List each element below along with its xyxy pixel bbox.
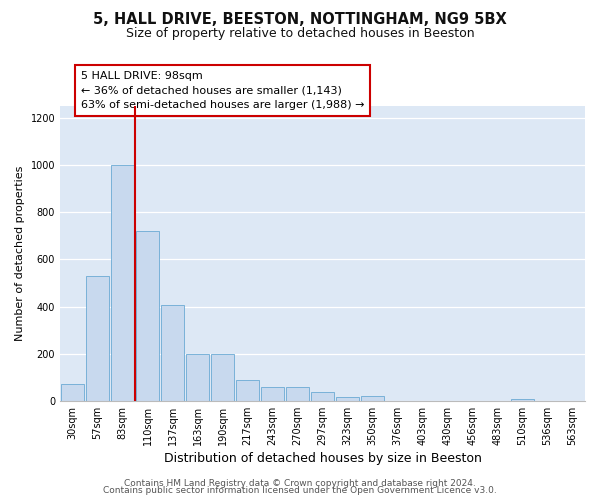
Text: Contains public sector information licensed under the Open Government Licence v3: Contains public sector information licen… <box>103 486 497 495</box>
Bar <box>86 276 109 401</box>
X-axis label: Distribution of detached houses by size in Beeston: Distribution of detached houses by size … <box>164 452 481 465</box>
Bar <box>311 392 334 401</box>
Bar <box>161 306 184 401</box>
Bar <box>185 354 209 401</box>
Bar <box>236 380 259 401</box>
Bar <box>286 388 310 401</box>
Bar <box>211 354 235 401</box>
Bar <box>110 165 134 401</box>
Text: 5, HALL DRIVE, BEESTON, NOTTINGHAM, NG9 5BX: 5, HALL DRIVE, BEESTON, NOTTINGHAM, NG9 … <box>93 12 507 28</box>
Bar <box>260 386 284 401</box>
Bar <box>136 231 160 401</box>
Bar <box>361 396 385 401</box>
Bar <box>61 384 85 401</box>
Text: Contains HM Land Registry data © Crown copyright and database right 2024.: Contains HM Land Registry data © Crown c… <box>124 478 476 488</box>
Bar <box>511 399 535 401</box>
Bar <box>335 398 359 401</box>
Text: Size of property relative to detached houses in Beeston: Size of property relative to detached ho… <box>125 28 475 40</box>
Text: 5 HALL DRIVE: 98sqm
← 36% of detached houses are smaller (1,143)
63% of semi-det: 5 HALL DRIVE: 98sqm ← 36% of detached ho… <box>81 71 365 110</box>
Y-axis label: Number of detached properties: Number of detached properties <box>15 166 25 341</box>
